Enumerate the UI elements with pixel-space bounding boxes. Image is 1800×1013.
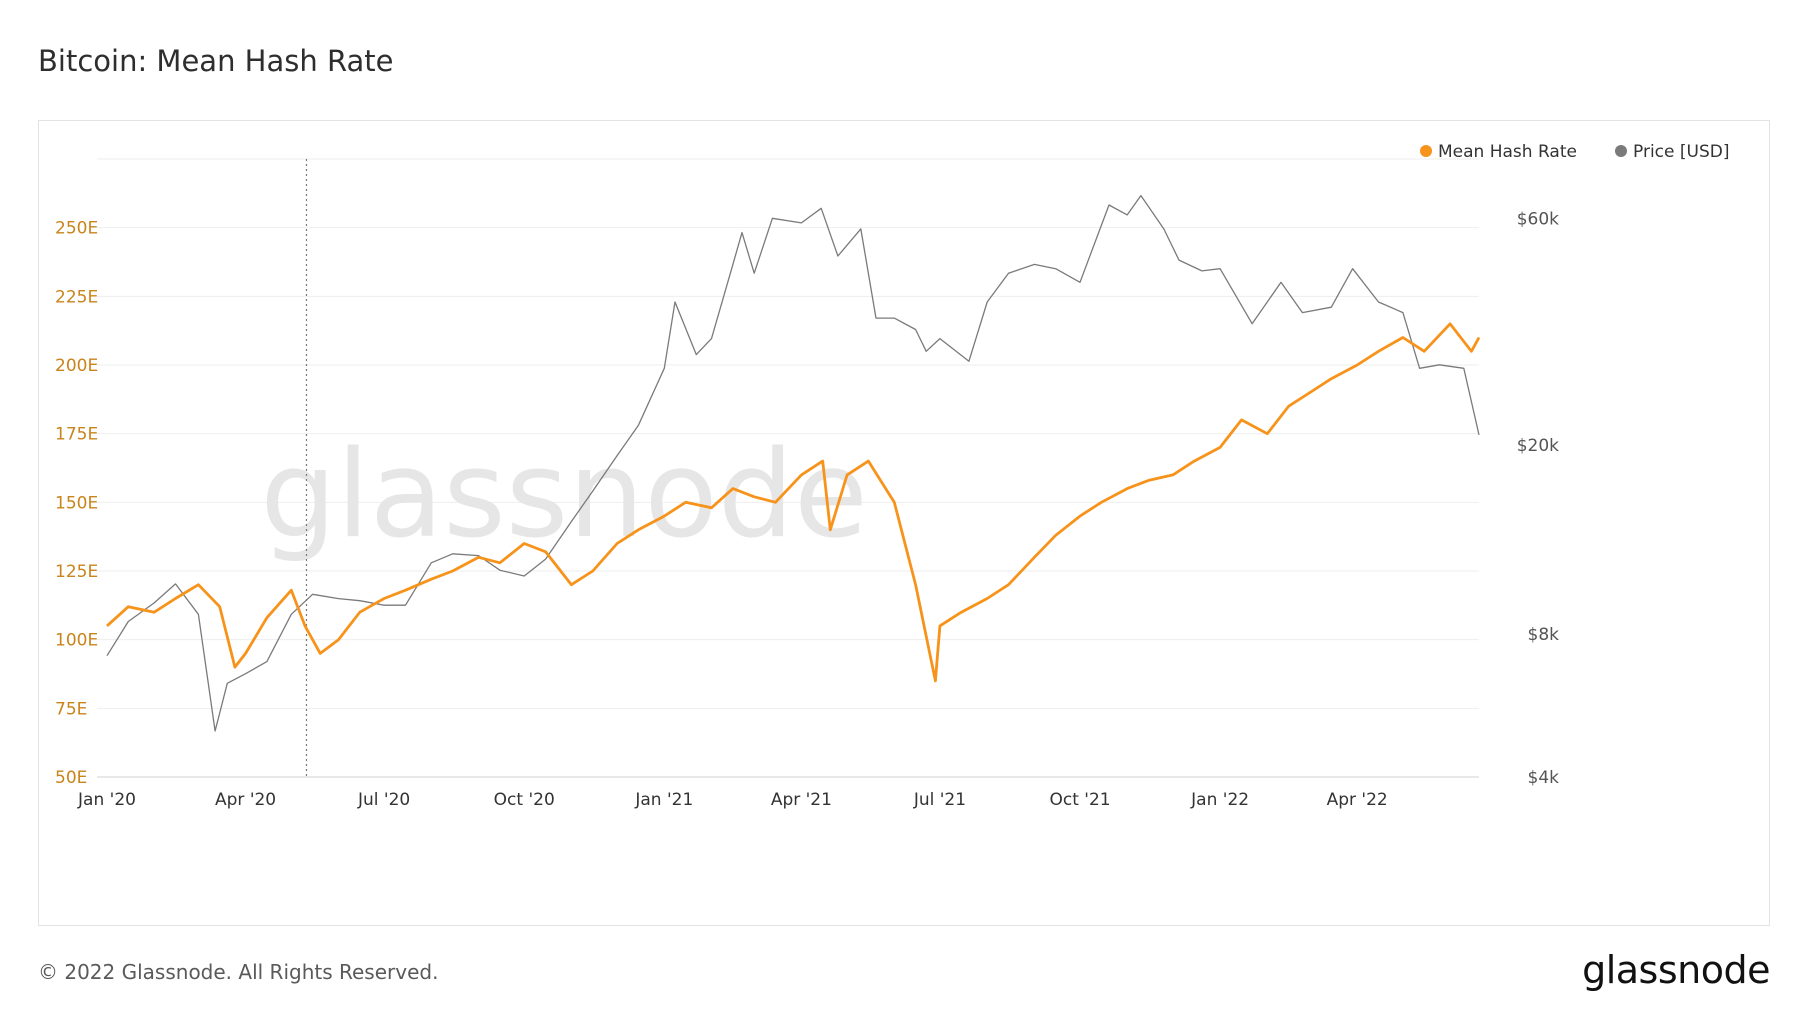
chart-svg: glassnode 50E 75E 100E 125E 150E 175E 200E 225E… [55,142,1729,810]
price-line [106,194,1480,732]
series-layer [106,194,1481,732]
y-left-tick-label: 50E [55,768,87,788]
x-tick-label: Jan '20 [77,790,136,810]
page-title: Bitcoin: Mean Hash Rate [38,44,394,78]
x-tick-label: Apr '21 [771,790,832,810]
y-left-tick-label: 225E [55,287,98,307]
x-tick-label: Oct '21 [1049,790,1110,810]
legend-price-label[interactable]: Price [USD] [1633,142,1729,162]
y-left-tick-label: 200E [55,356,98,376]
x-tick-label: Apr '22 [1327,790,1388,810]
y-left-tick-label: 150E [55,493,98,513]
grid-layer [97,158,1479,778]
y-left-tick-label: 125E [55,562,98,582]
y-right-tick-label: $20k [1517,436,1559,456]
x-tick-label: Jan '21 [634,790,693,810]
legend-hash-rate-label[interactable]: Mean Hash Rate [1438,142,1577,162]
y-right-tick-label: $4k [1528,768,1560,788]
x-tick-label: Jan '22 [1190,790,1249,810]
y-left-tick-label: 75E [55,699,87,719]
y-right-tick-label: $8k [1528,625,1560,645]
legend-hash-rate-swatch [1420,145,1432,157]
legend[interactable]: Mean Hash Rate Price [USD] [1420,142,1729,162]
watermark-text: glassnode [260,426,868,565]
chart-frame: glassnode 50E 75E 100E 125E 150E 175E 200E 225E… [38,120,1770,926]
x-tick-label: Oct '20 [494,790,555,810]
y-left-tick-label: 250E [55,219,98,239]
glassnode-logo[interactable]: glassnode [1582,948,1770,992]
copyright-text: © 2022 Glassnode. All Rights Reserved. [38,960,439,984]
x-tick-label: Jul '20 [357,790,410,810]
y-left-tick-label: 100E [55,631,98,651]
legend-price-swatch [1615,145,1627,157]
y-right-tick-label: $60k [1517,209,1559,229]
axis-layer: 50E 75E 100E 125E 150E 175E 200E 225E 250E $4k $8k… [55,209,1559,810]
y-left-tick-label: 175E [55,425,98,445]
x-tick-label: Apr '20 [215,790,276,810]
x-tick-label: Jul '21 [913,790,966,810]
